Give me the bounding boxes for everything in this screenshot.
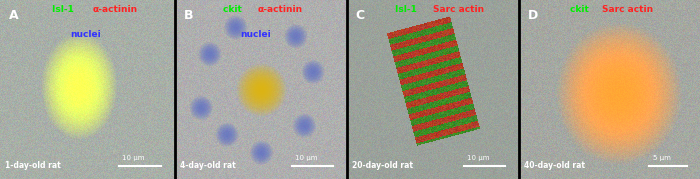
Text: Sarc actin: Sarc actin xyxy=(433,5,484,14)
Text: D: D xyxy=(528,9,538,22)
Text: Sarc actin: Sarc actin xyxy=(602,5,653,14)
Text: 10 μm: 10 μm xyxy=(122,155,145,161)
Text: Isl-1: Isl-1 xyxy=(395,5,420,14)
Text: 10 μm: 10 μm xyxy=(468,155,490,161)
Text: 40-day-old rat: 40-day-old rat xyxy=(524,161,585,170)
Text: α-actinin: α-actinin xyxy=(92,5,138,14)
Text: nuclei: nuclei xyxy=(240,30,271,39)
Text: 4-day-old rat: 4-day-old rat xyxy=(180,161,236,170)
Text: 1-day-old rat: 1-day-old rat xyxy=(6,161,61,170)
Text: 20-day-old rat: 20-day-old rat xyxy=(352,161,413,170)
Text: 10 μm: 10 μm xyxy=(295,155,318,161)
Text: nuclei: nuclei xyxy=(70,30,101,39)
Text: B: B xyxy=(183,9,193,22)
Text: ckit: ckit xyxy=(223,5,245,14)
Text: α-actinin: α-actinin xyxy=(258,5,302,14)
Text: ckit: ckit xyxy=(570,5,592,14)
Text: 5 μm: 5 μm xyxy=(653,155,671,161)
Text: C: C xyxy=(356,9,365,22)
Text: A: A xyxy=(8,9,18,22)
Text: Isl-1: Isl-1 xyxy=(52,5,78,14)
